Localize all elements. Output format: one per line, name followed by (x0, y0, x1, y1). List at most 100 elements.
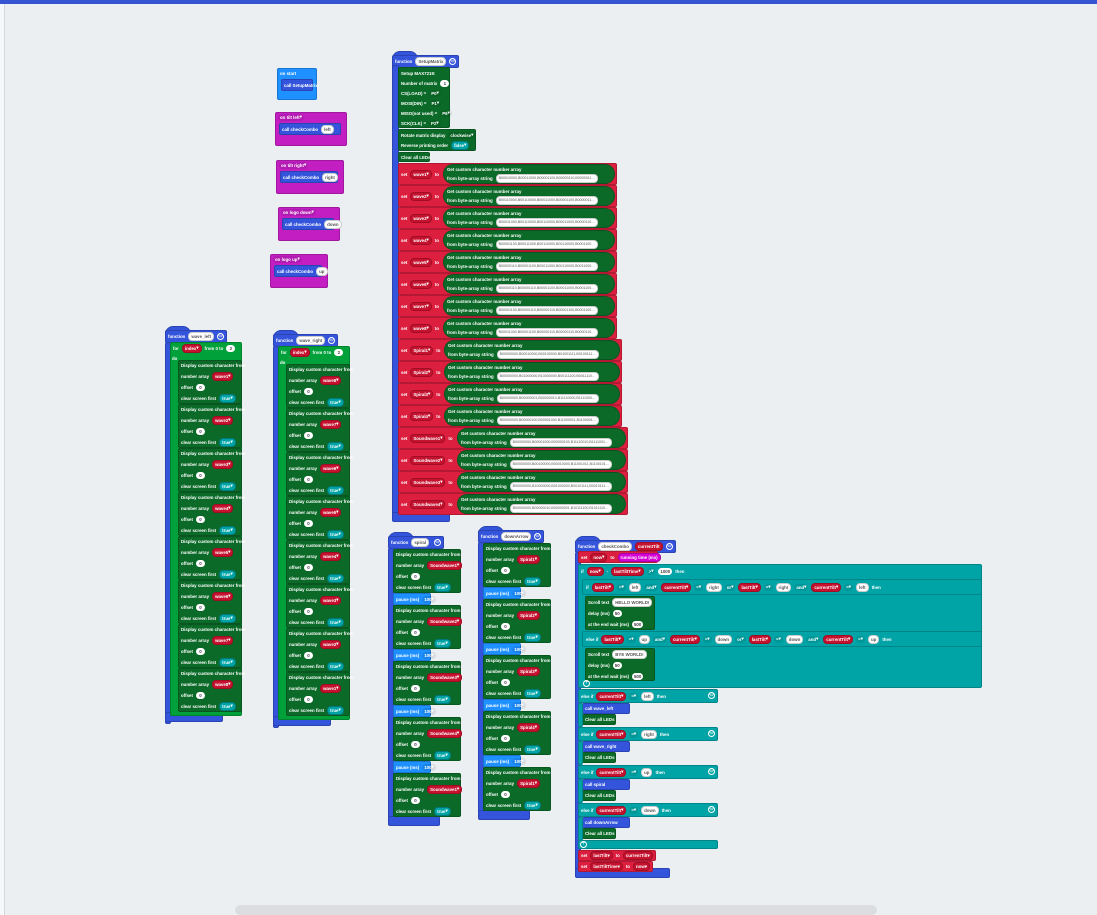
variable-dropdown[interactable]: wave5 (320, 507, 342, 517)
variable-dropdown[interactable]: wave1 (410, 169, 432, 179)
number-input[interactable]: 0 (500, 566, 510, 574)
number-input[interactable]: 0 (410, 740, 420, 748)
string-input[interactable]: spiral (411, 538, 430, 547)
variable-dropdown[interactable]: now (586, 566, 604, 576)
variable-dropdown[interactable]: wave7 (410, 301, 432, 311)
call-block[interactable] (281, 79, 313, 91)
number-input[interactable]: 0 (195, 647, 205, 655)
variable-dropdown[interactable]: currentTilt (661, 582, 692, 592)
string-input[interactable]: B00000000,B00000001,B00000010,B11110000,… (496, 393, 599, 403)
number-input[interactable]: 0 (500, 790, 510, 798)
boolean-dropdown[interactable]: true (219, 393, 236, 403)
variable-dropdown[interactable]: lastTilt (748, 634, 771, 644)
variable-dropdown[interactable]: index (289, 347, 310, 357)
operator-dropdown[interactable]: > (646, 567, 656, 575)
variable-dropdown[interactable]: currentTilt (596, 767, 627, 777)
string-input[interactable]: left (641, 691, 654, 701)
boolean-dropdown[interactable]: true (219, 569, 236, 579)
operator-dropdown[interactable]: 100 (422, 595, 436, 603)
string-input[interactable]: B00000000,B00100000,B00010000,B11001011,… (509, 459, 613, 469)
collapse-icon[interactable]: ⊖ (449, 58, 456, 65)
clear-all-leds-block[interactable] (398, 152, 430, 162)
string-input[interactable]: down (714, 634, 733, 644)
remove-branch-icon[interactable]: ⊖ (708, 806, 715, 813)
collapse-icon[interactable]: ⊖ (217, 333, 224, 340)
variable-dropdown[interactable]: Soundwave1 (427, 784, 463, 794)
boolean-dropdown[interactable]: true (434, 694, 451, 704)
number-input[interactable]: 0 (303, 695, 313, 703)
variable-dropdown[interactable]: lastTiltTime (611, 566, 644, 576)
operator-dropdown[interactable]: 100 (512, 645, 526, 653)
string-input[interactable]: down (641, 805, 659, 815)
variable-dropdown[interactable]: Spiral3 (410, 389, 434, 399)
operator-dropdown[interactable]: and (806, 635, 821, 643)
variable-dropdown[interactable]: Soundwave1 (410, 433, 446, 443)
variable-dropdown[interactable]: Soundwave1 (427, 560, 463, 570)
else-if-bar[interactable] (578, 779, 583, 803)
operator-dropdown[interactable]: and (644, 583, 659, 591)
string-input[interactable]: wave_left (188, 332, 215, 341)
variable-dropdown[interactable]: lastTilt (591, 582, 614, 592)
variable-dropdown[interactable]: Soundwave4 (427, 728, 463, 738)
number-input[interactable]: 0 (303, 519, 313, 527)
operator-dropdown[interactable]: P1 (429, 99, 442, 107)
boolean-dropdown[interactable]: true (327, 661, 344, 671)
function-footer[interactable] (478, 810, 530, 820)
string-input[interactable]: left (856, 582, 869, 592)
boolean-dropdown[interactable]: true (524, 576, 541, 586)
variable-dropdown[interactable]: Soundwave2 (410, 455, 446, 465)
number-input[interactable]: 0 (195, 603, 205, 611)
string-input[interactable]: up (641, 767, 653, 777)
variable-dropdown[interactable]: wave5 (410, 257, 432, 267)
operator-dropdown[interactable]: P0 (429, 89, 441, 97)
variable-dropdown[interactable]: wave7 (212, 635, 234, 645)
string-input[interactable]: right (775, 582, 792, 592)
string-input[interactable]: B00000000,B01000000,B10000000,B00111100,… (496, 371, 599, 381)
else-if-bar[interactable] (578, 741, 583, 765)
boolean-dropdown[interactable]: true (524, 688, 541, 698)
boolean-dropdown[interactable]: true (434, 582, 451, 592)
display-custom-character-block[interactable] (178, 624, 242, 668)
remove-branch-icon[interactable]: ⊖ (708, 730, 715, 737)
variable-dropdown[interactable]: wave8 (212, 679, 234, 689)
variable-dropdown[interactable]: Soundwave3 (410, 477, 446, 487)
number-input[interactable]: 0 (410, 628, 420, 636)
variable-dropdown[interactable]: index (181, 343, 202, 353)
string-input[interactable]: B00010000,B00011000,B00001100,B00000110,… (495, 173, 599, 183)
operator-dropdown[interactable]: = (694, 583, 704, 591)
operator-dropdown[interactable]: = (856, 635, 865, 643)
boolean-dropdown[interactable]: true (434, 750, 451, 760)
string-input[interactable]: B00011000,B00001100,B00000110,B00000110,… (495, 327, 598, 337)
string-input[interactable]: B00000110,B00000110,B00001100,B00011000,… (495, 283, 598, 293)
string-input[interactable]: right (322, 172, 338, 182)
number-input[interactable]: 0 (195, 559, 205, 567)
variable-dropdown[interactable]: wave7 (320, 419, 342, 429)
reporter-block[interactable]: running time (ms) (617, 552, 661, 562)
operator-dropdown[interactable]: P6 (440, 109, 452, 117)
operator-dropdown[interactable]: 100 (422, 651, 436, 659)
variable-dropdown[interactable]: wave6 (410, 279, 432, 289)
operator-dropdown[interactable]: = (629, 768, 639, 776)
display-custom-character-block[interactable] (286, 628, 350, 672)
boolean-dropdown[interactable]: true (327, 397, 344, 407)
operator-dropdown[interactable]: = (629, 806, 639, 814)
variable-dropdown[interactable]: currentTilt (596, 805, 627, 815)
string-input[interactable]: down (324, 219, 342, 229)
variable-dropdown[interactable]: currentTilt (669, 634, 700, 644)
boolean-dropdown[interactable]: true (219, 613, 236, 623)
remove-branch-icon[interactable]: ⊖ (708, 692, 715, 699)
string-input[interactable]: B00110000,B00110000,B00011000,B00001100,… (495, 195, 598, 205)
boolean-dropdown[interactable]: true (327, 485, 344, 495)
number-input[interactable]: 1000 (658, 567, 673, 575)
add-branch-icon[interactable]: + (583, 680, 590, 687)
operator-dropdown[interactable]: P2 (429, 119, 441, 127)
boolean-dropdown[interactable]: true (434, 806, 451, 816)
variable-dropdown[interactable]: wave3 (410, 213, 432, 223)
variable-dropdown[interactable]: currentTilt (622, 851, 653, 860)
string-input[interactable]: up (316, 266, 328, 276)
boolean-dropdown[interactable]: true (327, 617, 344, 627)
string-input[interactable]: left (321, 124, 334, 134)
number-input[interactable]: 0 (195, 383, 205, 391)
string-input[interactable]: B00011000,B00110000,B00110000,B00011000,… (495, 217, 598, 227)
variable-dropdown[interactable]: lastTilt (601, 634, 624, 644)
